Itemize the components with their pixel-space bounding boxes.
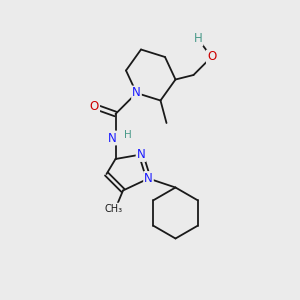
Text: N: N	[132, 86, 141, 100]
Text: O: O	[207, 50, 216, 64]
Text: N: N	[144, 172, 153, 185]
Text: H: H	[194, 32, 202, 46]
Text: O: O	[90, 100, 99, 113]
Text: N: N	[107, 131, 116, 145]
Text: H: H	[124, 130, 132, 140]
Text: N: N	[136, 148, 146, 161]
Text: CH₃: CH₃	[105, 203, 123, 214]
